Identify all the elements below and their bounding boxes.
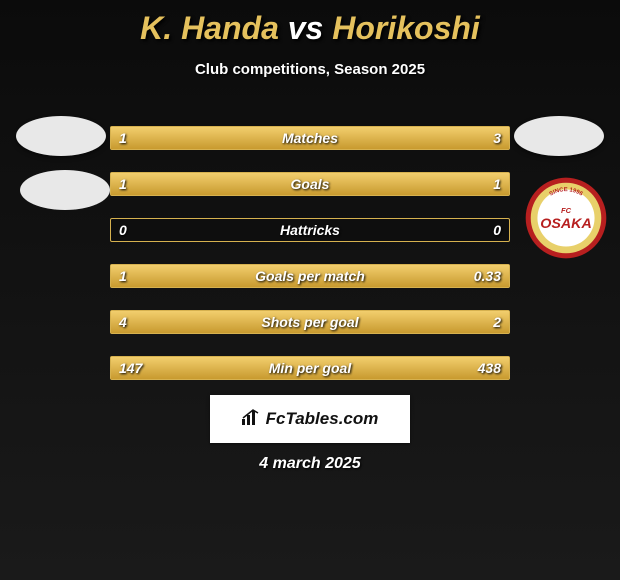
- title-vs: vs: [288, 10, 324, 46]
- svg-text:FC: FC: [561, 206, 572, 215]
- stat-bar-right: [211, 357, 510, 379]
- stat-bar-right: [211, 127, 510, 149]
- stat-row: 0 0Hattricks: [110, 218, 510, 242]
- stat-value-left: 0: [119, 222, 127, 238]
- title-player2: Horikoshi: [332, 10, 480, 46]
- stat-row: 10.33Goals per match: [110, 264, 510, 288]
- player1-club-badge: [20, 170, 110, 210]
- stat-bar-right: [378, 311, 509, 333]
- svg-text:OSAKA: OSAKA: [540, 216, 592, 232]
- stats-bars: 13Matches 11Goals 0 0Hattricks 10.33Goals pe…: [110, 126, 510, 402]
- stat-bar-left: [111, 265, 410, 287]
- stat-value-right: 0: [493, 222, 501, 238]
- player2-avatar: [514, 116, 604, 156]
- stat-bar-right: [310, 173, 509, 195]
- stat-bar-right: [410, 265, 510, 287]
- player1-avatar: [16, 116, 106, 156]
- stat-bar-left: [111, 357, 211, 379]
- player2-club-badge: FC OSAKA SINCE 1996: [524, 176, 608, 260]
- stat-label: Hattricks: [111, 222, 509, 238]
- stat-row: 147438Min per goal: [110, 356, 510, 380]
- stat-row: 13Matches: [110, 126, 510, 150]
- title-player1: K. Handa: [140, 10, 279, 46]
- page-subtitle: Club competitions, Season 2025: [0, 61, 620, 78]
- stat-bar-left: [111, 127, 211, 149]
- stat-bar-left: [111, 173, 310, 195]
- chart-icon: [242, 409, 260, 430]
- stat-row: 42Shots per goal: [110, 310, 510, 334]
- footer-date: 4 march 2025: [0, 455, 620, 473]
- page-title: K. Handa vs Horikoshi: [0, 0, 620, 47]
- brand-logo: FcTables.com: [210, 395, 410, 443]
- stat-bar-left: [111, 311, 378, 333]
- brand-text: FcTables.com: [266, 409, 379, 429]
- stat-row: 11Goals: [110, 172, 510, 196]
